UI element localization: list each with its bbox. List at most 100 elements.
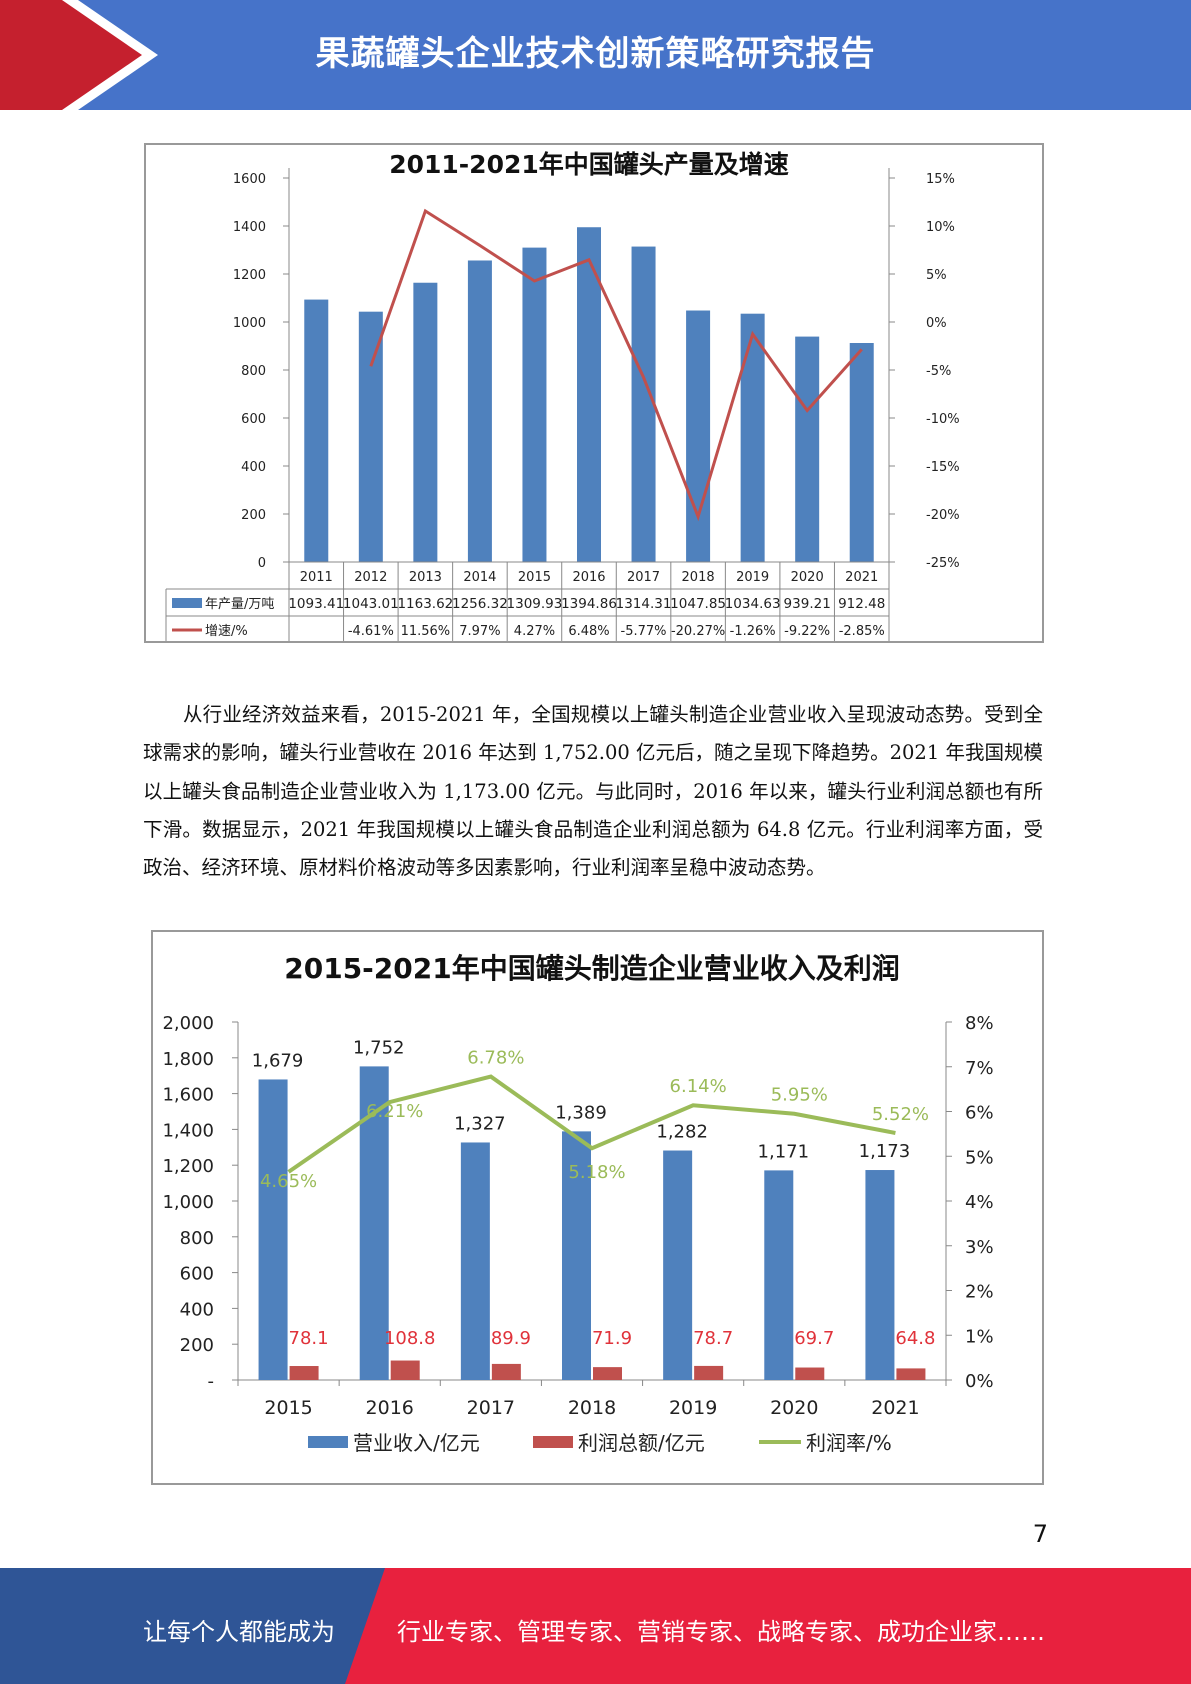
y2-tick-label: 4% (965, 1192, 994, 1213)
bar-revenue (258, 1079, 288, 1380)
x-tick-label: 2020 (770, 1397, 818, 1419)
body-paragraph: 从行业经济效益来看，2015-2021 年，全国规模以上罐头制造企业营业收入呈现… (143, 696, 1043, 887)
x-tick-label: 2019 (669, 1397, 717, 1419)
production-chart: 2011-2021年中国罐头产量及增速 0 200 400 600 800 1000 1200… (144, 143, 1044, 643)
x-tick-label: 2015 (264, 1397, 312, 1419)
legend-label-production: 年产量/万吨 (205, 597, 274, 612)
y2-tick-label: -20% (926, 508, 960, 523)
y2-tick-label: 15% (926, 172, 955, 187)
table-cell-production: 1034.63 (725, 596, 781, 612)
bar-production (740, 313, 765, 562)
bar-production (686, 310, 711, 562)
bar-production (358, 311, 383, 562)
data-label-profit: 64.8 (895, 1328, 935, 1349)
table-cell-growth: -1.26% (730, 624, 776, 639)
y-tick-label: 1,800 (162, 1049, 214, 1070)
y2-tick-label: 0% (926, 316, 947, 331)
x-tick-label: 2021 (845, 570, 878, 585)
data-label-profit: 78.7 (693, 1328, 733, 1349)
data-label-profit: 71.9 (592, 1328, 632, 1349)
legend-label-revenue: 营业收入/亿元 (353, 1431, 480, 1455)
data-label-profit-rate: 6.21% (366, 1101, 423, 1122)
y2-tick-label: 5% (965, 1147, 994, 1168)
x-tick-label: 2013 (409, 570, 442, 585)
y-tick-label: 1200 (233, 268, 266, 283)
chart-title: 2015-2021年中国罐头制造企业营业收入及利润 (284, 952, 899, 985)
y2-tick-label: -5% (926, 364, 951, 379)
data-label-profit: 69.7 (794, 1328, 834, 1349)
line-growth-rate (369, 208, 863, 522)
y-tick-label: 1,600 (162, 1085, 214, 1106)
bar-profit (795, 1367, 825, 1380)
table-cell-growth: 11.56% (401, 624, 451, 639)
y2-tick-label: -25% (926, 556, 960, 571)
table-cell-production: 1043.01 (343, 596, 399, 612)
legend-swatch-revenue (308, 1436, 348, 1448)
y-tick-label: 1000 (233, 316, 266, 331)
y-tick-label: 600 (241, 412, 266, 427)
table-cell-growth: -5.77% (621, 624, 667, 639)
bar-profit (896, 1368, 926, 1380)
footer-slogan-left: 让每个人都能成为 (143, 1618, 335, 1646)
production-chart-svg: 2011-2021年中国罐头产量及增速 0 200 400 600 800 1000 1200… (165, 150, 960, 641)
bar-revenue (865, 1170, 895, 1380)
table-cell-production: 939.21 (784, 596, 831, 612)
x-tick-label: 2019 (736, 570, 769, 585)
y-tick-label: 1,400 (162, 1120, 214, 1141)
bar-production (577, 227, 601, 563)
footer-background (0, 1568, 1191, 1684)
table-cell-production: 1314.31 (616, 596, 672, 612)
x-tick-label: 2016 (366, 1397, 414, 1419)
table-cell-growth: -20.27% (671, 624, 725, 639)
x-tick-label: 2011 (300, 570, 333, 585)
y-tick-label: 600 (180, 1264, 214, 1285)
y-tick-label: 0 (258, 556, 266, 571)
table-cell-production: 1163.62 (397, 596, 453, 612)
table-cell-growth: 6.48% (568, 624, 609, 639)
legend-label-growth: 增速/% (205, 624, 248, 639)
page-number: 7 (1032, 1520, 1048, 1548)
table-cell-production: 1093.41 (288, 596, 344, 612)
bar-production (795, 336, 820, 562)
data-label-profit-rate: 5.18% (568, 1162, 625, 1183)
revenue-profit-chart-svg: 2015-2021年中国罐头制造企业营业收入及利润 - 200 400 600 800 1,… (162, 952, 994, 1455)
table-cell-production: 1256.32 (452, 596, 508, 612)
legend-swatch-production (172, 598, 202, 608)
bar-profit (491, 1363, 521, 1380)
data-label-revenue: 1,679 (252, 1050, 304, 1071)
bar-profit (694, 1365, 724, 1380)
bar-profit (289, 1366, 319, 1380)
table-cell-growth: 4.27% (514, 624, 555, 639)
data-label-profit-rate: 6.78% (467, 1048, 524, 1069)
y-tick-label: 800 (180, 1228, 214, 1249)
y2-tick-label: 5% (926, 268, 947, 283)
document-title: 果蔬罐头企业技术创新策略研究报告 (315, 34, 876, 74)
page-header: 果蔬罐头企业技术创新策略研究报告 (0, 0, 1191, 110)
y-tick-label: 200 (241, 508, 266, 523)
x-tick-label: 2017 (627, 570, 660, 585)
x-tick-label: 2017 (467, 1397, 515, 1419)
footer-slogan-right: 行业专家、管理专家、营销专家、战略专家、成功企业家…… (397, 1618, 1045, 1646)
data-label-profit-rate: 4.65% (260, 1171, 317, 1192)
y2-tick-label: 1% (965, 1326, 994, 1347)
x-tick-label: 2018 (682, 570, 715, 585)
y2-tick-label: 6% (965, 1103, 994, 1124)
y2-tick-label: 2% (965, 1282, 994, 1303)
y-tick-label: - (208, 1371, 215, 1392)
paragraph-text: 从行业经济效益来看，2015-2021 年，全国规模以上罐头制造企业营业收入呈现… (143, 703, 1043, 880)
bar-profit (390, 1360, 420, 1380)
bar-production (413, 282, 438, 562)
data-label-revenue: 1,752 (353, 1037, 405, 1058)
legend-label-profit: 利润总额/亿元 (578, 1431, 705, 1455)
bar-production (467, 260, 492, 562)
bar-production (631, 246, 656, 562)
table-cell-production: 912.48 (838, 596, 885, 612)
y-tick-label: 400 (241, 460, 266, 475)
data-label-profit: 78.1 (289, 1328, 329, 1349)
data-label-revenue: 1,282 (656, 1122, 708, 1143)
table-cell-growth: -2.85% (839, 624, 885, 639)
y2-tick-label: -10% (926, 412, 960, 427)
bar-revenue (764, 1170, 794, 1380)
table-cell-growth: 7.97% (459, 624, 500, 639)
y2-tick-label: 10% (926, 220, 955, 235)
